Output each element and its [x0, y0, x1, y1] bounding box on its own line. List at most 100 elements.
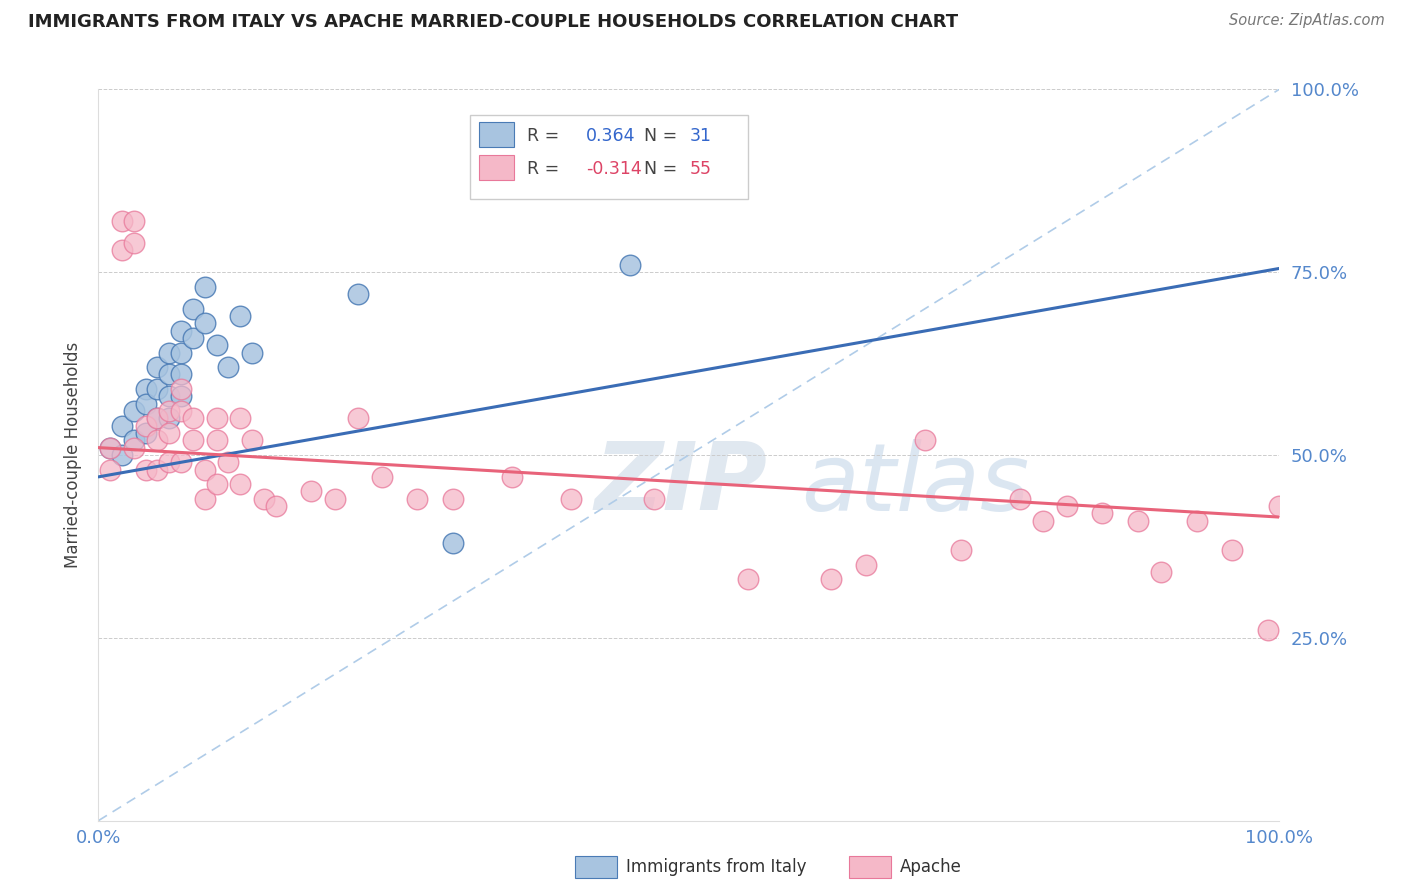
Point [1008, 491, 1031, 506]
Point [323, 491, 346, 506]
Point [737, 572, 759, 586]
Text: R =: R = [527, 160, 565, 178]
Point [146, 434, 169, 448]
Point [1268, 499, 1291, 513]
Text: R =: R = [527, 127, 565, 145]
Point [229, 309, 252, 323]
Point [170, 455, 193, 469]
Point [157, 368, 180, 382]
FancyBboxPatch shape [478, 122, 515, 147]
Point [371, 470, 394, 484]
Point [170, 368, 193, 382]
Point [181, 434, 204, 448]
Point [1032, 514, 1054, 528]
Point [643, 491, 665, 506]
Point [122, 434, 145, 448]
Point [122, 404, 145, 418]
Point [914, 434, 936, 448]
Point [135, 462, 157, 476]
Point [157, 425, 180, 440]
Point [98, 441, 121, 455]
Point [146, 411, 169, 425]
Point [619, 258, 641, 272]
Point [157, 345, 180, 359]
Point [111, 448, 134, 462]
Text: 31: 31 [690, 127, 711, 145]
Point [205, 411, 228, 425]
Point [194, 279, 217, 293]
Point [122, 235, 145, 250]
Point [111, 418, 134, 433]
Point [1257, 624, 1279, 638]
Point [1220, 543, 1243, 558]
Point [205, 477, 228, 491]
Point [194, 462, 217, 476]
Point [347, 411, 370, 425]
Text: ZIP: ZIP [595, 438, 768, 530]
Point [181, 331, 204, 345]
Point [157, 411, 180, 425]
Point [157, 455, 180, 469]
Text: atlas: atlas [801, 439, 1029, 530]
Point [1126, 514, 1149, 528]
Point [441, 491, 464, 506]
Point [1091, 507, 1114, 521]
Point [264, 499, 287, 513]
Point [217, 360, 239, 375]
Point [122, 214, 145, 228]
FancyBboxPatch shape [478, 155, 515, 180]
Point [135, 418, 157, 433]
Point [217, 455, 239, 469]
Point [181, 301, 204, 316]
Point [240, 345, 263, 359]
Point [98, 441, 121, 455]
Point [135, 382, 157, 396]
Text: N =: N = [634, 127, 683, 145]
Point [181, 411, 204, 425]
Point [205, 338, 228, 352]
Text: N =: N = [634, 160, 683, 178]
Text: Apache: Apache [900, 858, 962, 876]
Point [560, 491, 582, 506]
Point [820, 572, 842, 586]
Point [146, 382, 169, 396]
Point [1185, 514, 1208, 528]
Point [146, 462, 169, 476]
Point [949, 543, 972, 558]
Point [194, 316, 217, 330]
Text: 0.364: 0.364 [586, 127, 636, 145]
Point [122, 441, 145, 455]
FancyBboxPatch shape [471, 115, 748, 199]
Point [157, 404, 180, 418]
Point [501, 470, 523, 484]
Point [406, 491, 429, 506]
Point [205, 434, 228, 448]
Point [347, 287, 370, 301]
Point [170, 382, 193, 396]
Y-axis label: Married-couple Households: Married-couple Households [63, 342, 82, 568]
Point [253, 491, 276, 506]
Point [135, 397, 157, 411]
Point [146, 411, 169, 425]
Point [1150, 565, 1173, 579]
Text: Source: ZipAtlas.com: Source: ZipAtlas.com [1229, 13, 1385, 29]
Point [1056, 499, 1078, 513]
Point [135, 425, 157, 440]
Point [111, 214, 134, 228]
Text: 55: 55 [690, 160, 711, 178]
Point [229, 477, 252, 491]
Point [170, 324, 193, 338]
Point [441, 535, 464, 549]
Point [98, 462, 121, 476]
Point [170, 389, 193, 403]
Point [299, 484, 322, 499]
Text: Immigrants from Italy: Immigrants from Italy [626, 858, 806, 876]
Text: -0.314: -0.314 [586, 160, 643, 178]
Point [157, 389, 180, 403]
Point [240, 434, 263, 448]
Text: IMMIGRANTS FROM ITALY VS APACHE MARRIED-COUPLE HOUSEHOLDS CORRELATION CHART: IMMIGRANTS FROM ITALY VS APACHE MARRIED-… [28, 13, 959, 31]
Point [194, 491, 217, 506]
Point [229, 411, 252, 425]
Point [643, 178, 665, 192]
Point [170, 345, 193, 359]
